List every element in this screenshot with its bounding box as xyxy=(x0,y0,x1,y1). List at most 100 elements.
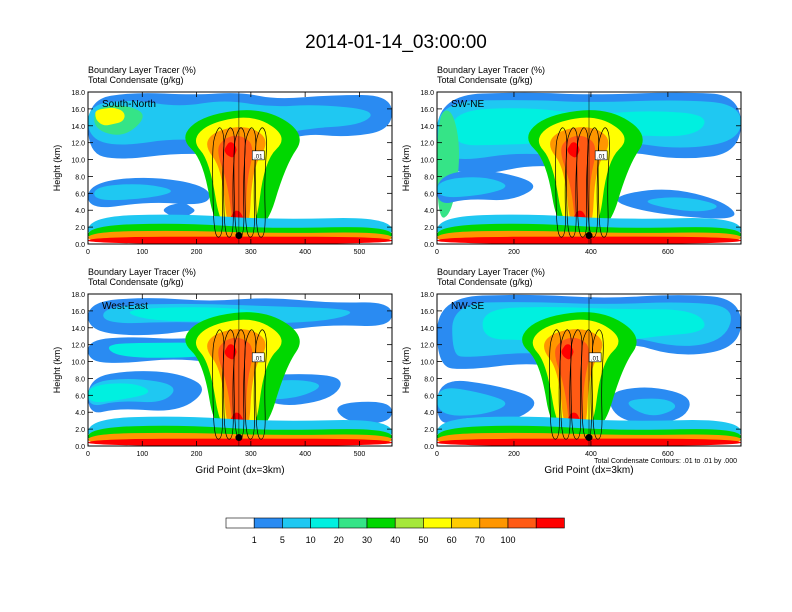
ytick-label: 18.0 xyxy=(71,90,85,97)
condensate-contours xyxy=(555,127,610,238)
panel-label: NW-SE xyxy=(451,301,484,312)
colorbar-swatch-7 xyxy=(423,517,452,529)
contour-fill-3 xyxy=(95,107,125,126)
xtick-label: 400 xyxy=(299,451,311,458)
ytick-label: 10.0 xyxy=(420,360,434,367)
filled-contours xyxy=(88,93,392,244)
ytick-label: 14.0 xyxy=(71,124,85,131)
panel-title-line1: Boundary Layer Tracer (%) xyxy=(437,65,545,75)
ytick-label: 6.0 xyxy=(424,191,434,198)
panel-title-line2: Total Condensate (g/kg) xyxy=(88,277,184,287)
xtick-label: 600 xyxy=(662,249,674,256)
contour-line-0 xyxy=(555,127,568,238)
panel-title-line2: Total Condensate (g/kg) xyxy=(437,75,533,85)
xtick-label: 100 xyxy=(136,249,148,256)
ytick-label: 16.0 xyxy=(420,309,434,316)
ytick-label: 6.0 xyxy=(424,393,434,400)
contour-fill-4 xyxy=(437,388,506,416)
panel-0: .01 0.0 2.0 4.0 6.0 8.0 10.0 12.0 14.0 16.0 18.0 0 1… xyxy=(52,65,393,256)
panel-title-line1: Boundary Layer Tracer (%) xyxy=(437,267,545,277)
contour-line-3 xyxy=(587,127,600,238)
panel-3: .01 0.0 2.0 4.0 6.0 8.0 10.0 12.0 14.0 16.0 18.0 0 2… xyxy=(401,267,742,476)
colorbar-label-4: 30 xyxy=(362,535,372,545)
contour-fill-15 xyxy=(224,344,237,360)
ytick-label: 12.0 xyxy=(420,343,434,350)
xtick-label: 400 xyxy=(299,249,311,256)
contour-fill-5 xyxy=(437,177,506,198)
xtick-label: 200 xyxy=(508,249,520,256)
ytick-label: 4.0 xyxy=(424,208,434,215)
colorbar-label-2: 10 xyxy=(306,535,316,545)
xtick-label: 500 xyxy=(354,451,366,458)
contour-fill-6 xyxy=(94,184,171,201)
ytick-label: 4.0 xyxy=(75,208,85,215)
ytick-label: 0.0 xyxy=(424,444,434,451)
colorbar-swatch-6 xyxy=(394,517,424,529)
main-title: 2014-01-14_03:00:00 xyxy=(305,32,487,53)
ytick-label: 12.0 xyxy=(71,141,85,148)
ytick-label: 6.0 xyxy=(75,191,85,198)
xtick-label: 0 xyxy=(435,451,439,458)
ytick-label: 8.0 xyxy=(424,376,434,383)
ytick-label: 4.0 xyxy=(424,410,434,417)
ytick-label: 2.0 xyxy=(75,225,85,232)
colorbar-swatch-5 xyxy=(366,517,396,529)
filled-contours xyxy=(437,92,741,244)
panel-title-line1: Boundary Layer Tracer (%) xyxy=(88,267,196,277)
ytick-label: 2.0 xyxy=(75,427,85,434)
contour-line-0 xyxy=(212,329,225,440)
contour-fill-10 xyxy=(337,401,392,424)
ytick-label: 14.0 xyxy=(420,326,434,333)
contour-fill-7 xyxy=(163,203,195,219)
xtick-label: 500 xyxy=(354,249,366,256)
contour-line-0 xyxy=(212,127,225,238)
contour-fill-18 xyxy=(88,236,392,244)
contour-label-box xyxy=(251,352,265,363)
colorbar-label-1: 5 xyxy=(280,535,285,545)
ytick-label: 16.0 xyxy=(71,309,85,316)
xtick-label: 100 xyxy=(136,451,148,458)
xtick-label: 200 xyxy=(191,249,203,256)
panel-1: .01 0.0 2.0 4.0 6.0 8.0 10.0 12.0 14.0 16.0 18.0 0 2… xyxy=(401,65,742,256)
ytick-label: 0.0 xyxy=(424,242,434,249)
xtick-label: 0 xyxy=(86,451,90,458)
panel-label: South-North xyxy=(102,99,156,110)
xlabel: Grid Point (dx=3km) xyxy=(195,465,284,476)
xtick-label: 200 xyxy=(191,451,203,458)
ytick-label: 0.0 xyxy=(75,444,85,451)
xlabel: Grid Point (dx=3km) xyxy=(544,465,633,476)
ytick-label: 18.0 xyxy=(420,90,434,97)
colorbar-label-6: 50 xyxy=(418,535,428,545)
contour-line-4 xyxy=(254,329,267,440)
plot-frame xyxy=(436,293,742,447)
xtick-label: 0 xyxy=(86,249,90,256)
xtick-label: 400 xyxy=(585,451,597,458)
contour-label: .01 xyxy=(597,154,606,160)
contour-line-1 xyxy=(565,127,578,238)
contour-fill-11 xyxy=(561,344,574,360)
xtick-label: 300 xyxy=(245,451,257,458)
ylabel: Height (km) xyxy=(52,347,62,394)
contour-fill-13 xyxy=(224,142,237,158)
ytick-label: 12.0 xyxy=(420,141,434,148)
ytick-label: 10.0 xyxy=(420,158,434,165)
ytick-label: 8.0 xyxy=(75,174,85,181)
ytick-label: 8.0 xyxy=(75,376,85,383)
ylabel: Height (km) xyxy=(401,347,411,394)
colorbar-label-8: 70 xyxy=(475,535,485,545)
colorbar-swatch-2 xyxy=(282,517,311,529)
contour-fill-20 xyxy=(88,438,392,446)
colorbar-swatch-10 xyxy=(507,517,537,529)
contour-line-2 xyxy=(570,329,583,440)
colorbar-swatch-3 xyxy=(310,517,340,529)
ylabel: Height (km) xyxy=(52,145,62,192)
contour-line-1 xyxy=(222,329,235,440)
contour-fill-12 xyxy=(567,142,580,158)
ytick-label: 12.0 xyxy=(71,343,85,350)
panel-title-line2: Total Condensate (g/kg) xyxy=(88,75,184,85)
xtick-label: 200 xyxy=(508,451,520,458)
ytick-label: 18.0 xyxy=(420,292,434,299)
contour-line-3 xyxy=(244,329,257,440)
plot-frame xyxy=(436,91,742,245)
